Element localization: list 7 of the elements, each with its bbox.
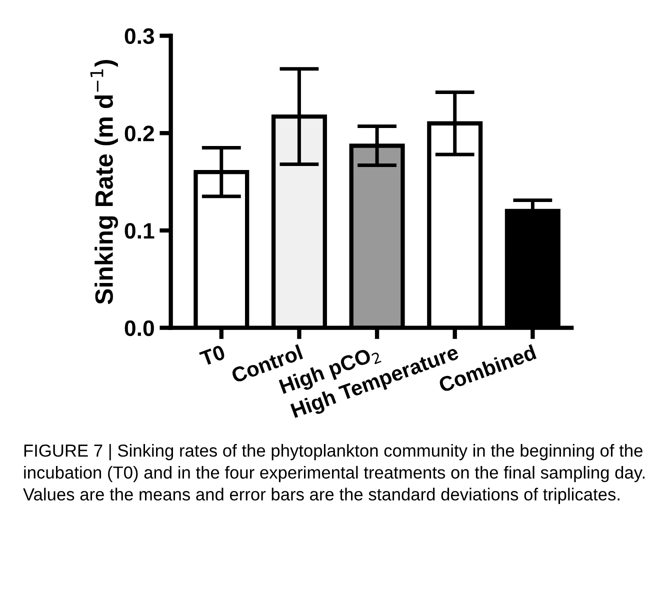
y-tick-label: 0.3 [124, 28, 154, 44]
x-tick-label: T0 [198, 344, 226, 366]
y-tick-label: 0.1 [124, 222, 154, 239]
y-tick-label: 0.0 [124, 320, 154, 336]
y-axis-title: Sinking Rate (m d$^{−1}$) [90, 60, 118, 304]
caption: FIGURE 7 | Sinking rates of the phytoplankton community in the beginning of the incubation (T0) and in the four experimental treatments on the final sampling day. Values are the means and error bars are the standard deviations of triplicates. [23, 444, 645, 504]
y-tick-label: 0.2 [124, 126, 154, 142]
